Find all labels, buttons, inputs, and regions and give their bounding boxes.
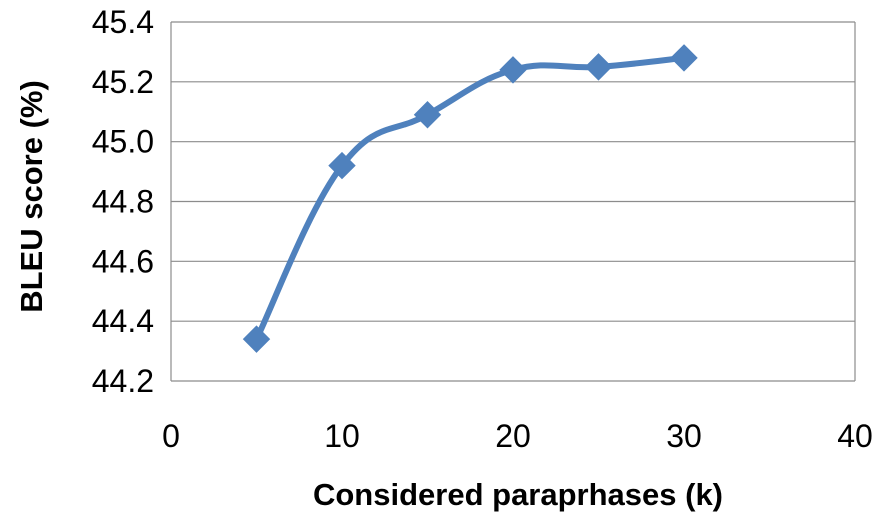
x-tick-label: 30 bbox=[666, 418, 702, 454]
x-tick-label: 0 bbox=[162, 418, 180, 454]
series-group bbox=[242, 44, 698, 353]
x-tick-label: 40 bbox=[837, 418, 873, 454]
y-tick-labels: 44.2 44.4 44.6 44.8 45.0 45.2 45.4 bbox=[92, 4, 154, 399]
y-tick-label: 44.8 bbox=[92, 184, 154, 220]
x-tick-label: 10 bbox=[324, 418, 360, 454]
x-tick-label: 20 bbox=[495, 418, 531, 454]
x-tick-labels: 0 10 20 30 40 bbox=[162, 418, 873, 454]
y-tick-label: 44.4 bbox=[92, 303, 154, 339]
axes bbox=[170, 22, 856, 382]
y-tick-label: 44.2 bbox=[92, 363, 154, 399]
data-point-marker bbox=[413, 101, 442, 129]
data-point-marker bbox=[328, 151, 356, 180]
series-line bbox=[253, 54, 687, 343]
x-axis-title: Considered paraprhases (k) bbox=[313, 477, 723, 512]
y-tick-label: 45.4 bbox=[92, 4, 154, 40]
data-point-marker bbox=[242, 325, 271, 353]
y-tick-label: 44.6 bbox=[92, 243, 154, 279]
y-axis-title: BLEU score (%) bbox=[14, 80, 49, 313]
data-point-marker bbox=[670, 44, 698, 72]
y-tick-label: 45.2 bbox=[92, 64, 154, 100]
y-tick-label: 45.0 bbox=[92, 124, 154, 160]
data-point-marker bbox=[584, 53, 613, 81]
data-point-marker bbox=[499, 56, 527, 84]
